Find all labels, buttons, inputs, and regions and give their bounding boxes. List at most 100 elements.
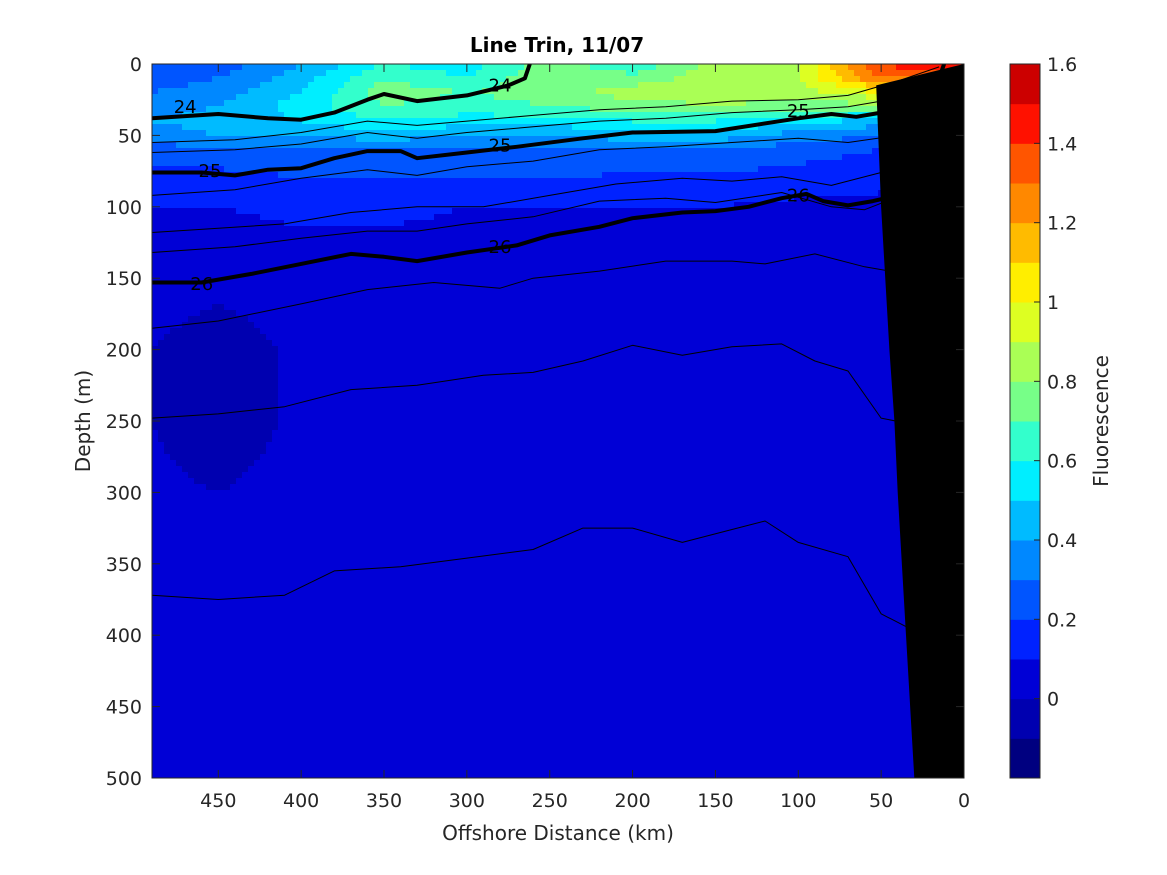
heat-cell bbox=[686, 172, 693, 179]
heat-cell bbox=[164, 214, 171, 221]
heat-cell bbox=[572, 214, 579, 221]
heat-cell bbox=[470, 232, 477, 239]
heat-cell bbox=[548, 268, 555, 275]
heat-cell bbox=[602, 274, 609, 281]
heat-cell bbox=[650, 148, 657, 155]
heat-cell bbox=[242, 184, 249, 191]
heat-cell bbox=[716, 184, 723, 191]
heat-cell bbox=[656, 226, 663, 233]
heat-cell bbox=[518, 256, 525, 263]
heat-cell bbox=[332, 142, 339, 149]
heat-cell bbox=[410, 112, 417, 119]
heat-cell bbox=[626, 244, 633, 251]
heat-cell bbox=[614, 166, 621, 173]
heat-cell bbox=[800, 226, 807, 233]
heat-cell bbox=[608, 100, 615, 107]
heat-cell bbox=[716, 160, 723, 167]
heat-cell bbox=[452, 280, 459, 287]
heat-cell bbox=[842, 226, 849, 233]
heat-cell bbox=[734, 118, 741, 125]
heat-cell bbox=[836, 64, 843, 71]
heat-cell bbox=[530, 190, 537, 197]
heat-cell bbox=[188, 160, 195, 167]
heat-cell bbox=[530, 118, 537, 125]
heat-cell bbox=[386, 232, 393, 239]
heat-cell bbox=[410, 118, 417, 125]
heat-cell bbox=[620, 238, 627, 245]
heat-cell bbox=[242, 190, 249, 197]
heat-cell bbox=[206, 94, 213, 101]
heat-cell bbox=[530, 220, 537, 227]
heat-cell bbox=[542, 100, 549, 107]
heat-cell bbox=[518, 154, 525, 161]
heat-cell bbox=[176, 250, 183, 257]
heat-cell bbox=[404, 220, 411, 227]
heat-cell bbox=[266, 118, 273, 125]
heat-cell bbox=[668, 208, 675, 215]
heat-cell bbox=[710, 148, 717, 155]
heat-cell bbox=[350, 136, 357, 143]
heat-cell bbox=[512, 238, 519, 245]
heat-cell bbox=[398, 250, 405, 257]
heat-cell bbox=[260, 160, 267, 167]
heat-cell bbox=[626, 262, 633, 269]
heat-cell bbox=[488, 178, 495, 185]
heat-cell bbox=[188, 232, 195, 239]
heat-cell bbox=[386, 106, 393, 113]
heat-cell bbox=[614, 268, 621, 275]
heat-cell bbox=[398, 124, 405, 131]
heat-cell bbox=[722, 256, 729, 263]
heat-cell bbox=[434, 250, 441, 257]
heat-cell bbox=[392, 76, 399, 83]
heat-cell bbox=[188, 202, 195, 209]
heat-cell bbox=[710, 238, 717, 245]
heat-cell bbox=[242, 250, 249, 257]
heat-cell bbox=[692, 70, 699, 77]
heat-cell bbox=[284, 94, 291, 101]
heat-cell bbox=[488, 190, 495, 197]
heat-cell bbox=[800, 100, 807, 107]
heat-cell bbox=[158, 160, 165, 167]
heat-cell bbox=[596, 100, 603, 107]
heat-cell bbox=[494, 208, 501, 215]
heat-cell bbox=[566, 94, 573, 101]
heat-cell bbox=[236, 124, 243, 131]
heat-cell bbox=[554, 274, 561, 281]
heat-cell bbox=[584, 166, 591, 173]
heat-cell bbox=[272, 208, 279, 215]
heat-cell bbox=[326, 166, 333, 173]
heat-cell bbox=[776, 100, 783, 107]
heat-cell bbox=[284, 82, 291, 89]
heat-cell bbox=[776, 214, 783, 221]
heat-cell bbox=[638, 82, 645, 89]
heat-cell bbox=[914, 64, 921, 71]
heat-cell bbox=[710, 202, 717, 209]
heat-cell bbox=[164, 172, 171, 179]
heat-cell bbox=[206, 268, 213, 275]
heat-cell bbox=[500, 112, 507, 119]
heat-cell bbox=[434, 82, 441, 89]
heat-cell bbox=[476, 76, 483, 83]
heat-cell bbox=[194, 130, 201, 137]
heat-cell bbox=[662, 244, 669, 251]
heat-cell bbox=[290, 256, 297, 263]
heat-cell bbox=[722, 142, 729, 149]
heat-cell bbox=[464, 274, 471, 281]
heat-cell bbox=[398, 238, 405, 245]
heat-cell bbox=[764, 106, 771, 113]
heat-cell bbox=[692, 184, 699, 191]
heat-cell bbox=[716, 100, 723, 107]
heat-cell bbox=[710, 262, 717, 269]
heat-cell bbox=[422, 130, 429, 137]
heat-cell bbox=[260, 124, 267, 131]
heat-cell bbox=[716, 64, 723, 71]
heat-cell bbox=[746, 106, 753, 113]
heat-cell bbox=[512, 274, 519, 281]
heat-cell bbox=[368, 256, 375, 263]
heat-cell bbox=[428, 166, 435, 173]
heat-cell bbox=[488, 166, 495, 173]
heat-cell bbox=[236, 226, 243, 233]
heat-cell bbox=[362, 280, 369, 287]
heat-cell bbox=[170, 142, 177, 149]
heat-cell bbox=[734, 274, 741, 281]
